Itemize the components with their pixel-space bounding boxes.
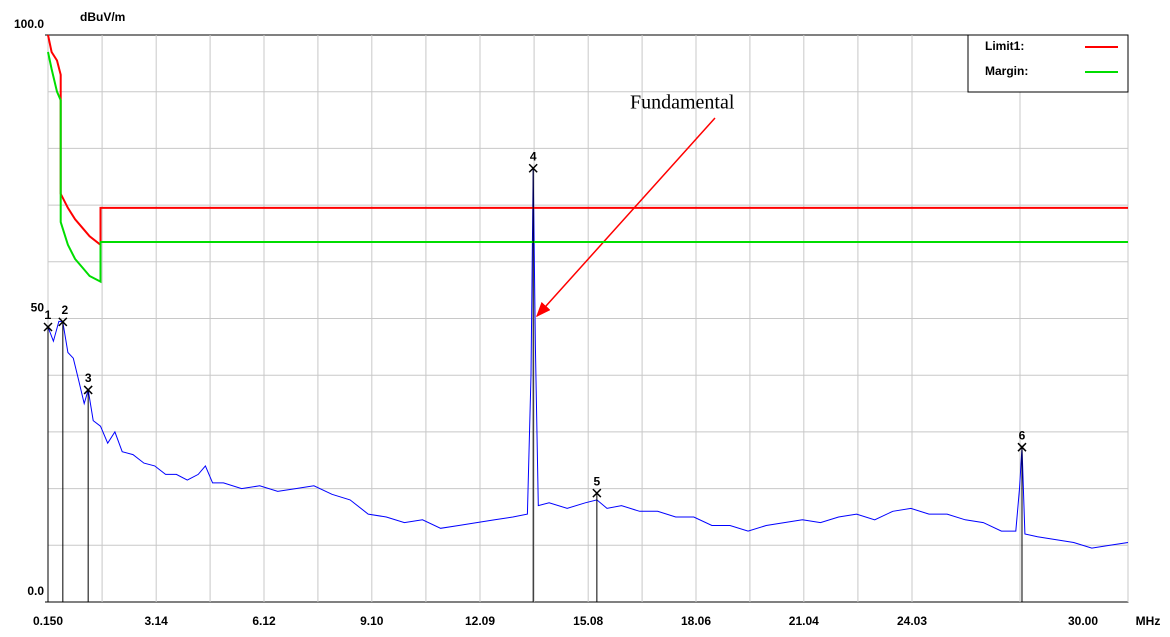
- annotation-arrow: [535, 117, 716, 318]
- x-tick-label: 0.150: [33, 614, 63, 628]
- x-tick-label: 12.09: [465, 614, 495, 628]
- x-tick-label: 24.03: [897, 614, 927, 628]
- limit-line: [47, 51, 1128, 284]
- legend-label: Margin:: [985, 64, 1028, 78]
- marker-label: 1: [45, 308, 52, 322]
- annotation: Fundamental: [630, 92, 735, 114]
- x-unit: MHz: [1136, 614, 1161, 628]
- marker: [1017, 442, 1027, 452]
- marker-label: 5: [594, 474, 601, 488]
- y-tick-label: 100.0: [14, 17, 44, 31]
- x-tick-label: 6.12: [252, 614, 276, 628]
- marker-label: 2: [61, 303, 68, 317]
- y-tick-label: 0.0: [27, 584, 44, 598]
- marker: [592, 488, 602, 498]
- marker: [83, 385, 93, 395]
- x-tick-label: 30.00: [1068, 614, 1098, 628]
- legend-label: Limit1:: [985, 39, 1024, 53]
- x-tick-label: 3.14: [145, 614, 169, 628]
- marker: [43, 322, 53, 332]
- marker-label: 3: [85, 371, 92, 385]
- limit-line: [47, 34, 1128, 247]
- marker-label: 4: [530, 149, 537, 163]
- x-tick-label: 21.04: [789, 614, 819, 628]
- marker: [528, 163, 538, 173]
- marker-label: 6: [1019, 428, 1026, 442]
- y-unit: dBuV/m: [80, 10, 125, 24]
- y-tick-label: 50: [31, 301, 45, 315]
- x-tick-label: 15.08: [573, 614, 603, 628]
- marker: [58, 317, 68, 327]
- legend-box: [967, 34, 1129, 93]
- trace: [47, 168, 1129, 549]
- x-tick-label: 9.10: [360, 614, 384, 628]
- x-tick-label: 18.06: [681, 614, 711, 628]
